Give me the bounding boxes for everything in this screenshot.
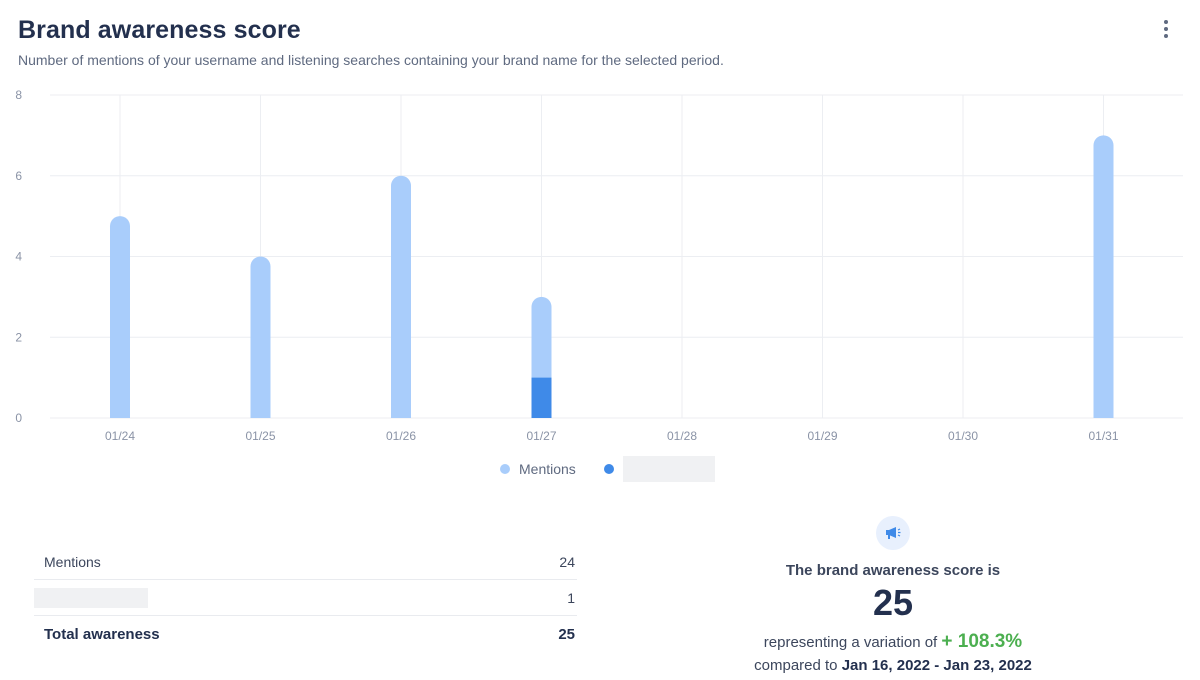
bar-secondary xyxy=(531,377,552,418)
table-row-redacted: 1 xyxy=(34,580,577,616)
chart-legend: Mentions xyxy=(0,456,1200,482)
redacted-legend-label xyxy=(623,456,715,482)
awareness-bar-chart: 0 2 4 6 8 01/24 01/25 01/26 01/27 01/28 01/29 01/30… xyxy=(15,88,1183,440)
summary-heading: The brand awareness score is xyxy=(785,562,1001,579)
variation-text: representing a variation of xyxy=(763,634,938,651)
legend-swatch-redacted xyxy=(604,464,614,474)
x-tick-label: 01/27 xyxy=(526,429,556,440)
y-tick-label: 0 xyxy=(15,411,22,425)
x-tick-label: 01/26 xyxy=(386,429,416,440)
awareness-summary: The brand awareness score is 25 represen… xyxy=(693,516,1093,674)
awareness-breakdown-table: Mentions 24 1 Total awareness 25 xyxy=(34,544,577,652)
comparison-period: Jan 16, 2022 - Jan 23, 2022 xyxy=(841,657,1032,674)
legend-swatch-mentions xyxy=(500,464,510,474)
y-tick-label: 6 xyxy=(15,169,22,183)
legend-item-mentions[interactable]: Mentions xyxy=(500,456,576,482)
x-tick-label: 01/28 xyxy=(667,429,697,440)
awareness-score-value: 25 xyxy=(872,582,914,623)
row-value: 24 xyxy=(559,553,575,570)
bar-mentions xyxy=(391,175,412,418)
x-tick-label: 01/24 xyxy=(105,429,135,440)
table-row-mentions: Mentions 24 xyxy=(34,544,577,580)
x-tick-label: 01/30 xyxy=(948,429,978,440)
y-tick-label: 4 xyxy=(15,250,22,264)
megaphone-icon xyxy=(876,516,910,550)
total-label: Total awareness xyxy=(44,625,160,643)
comparison-line: compared to Jan 16, 2022 - Jan 23, 2022 xyxy=(693,657,1093,674)
x-tick-label: 01/29 xyxy=(807,429,837,440)
bar-mentions xyxy=(1093,135,1114,418)
menu-dot xyxy=(1164,20,1168,24)
variation-line: representing a variation of + 108.3% xyxy=(693,631,1093,653)
bar-mentions xyxy=(110,216,130,418)
card-title: Brand awareness score xyxy=(18,16,301,44)
menu-dot xyxy=(1164,34,1168,38)
bar-mentions xyxy=(250,256,271,418)
variation-value: + 108.3% xyxy=(941,631,1023,652)
menu-dot xyxy=(1164,27,1168,31)
redacted-row-label xyxy=(34,587,148,608)
y-tick-label: 8 xyxy=(15,88,22,102)
table-row-total: Total awareness 25 xyxy=(34,616,577,652)
row-value: 1 xyxy=(567,589,575,606)
total-value: 25 xyxy=(558,625,575,643)
more-vertical-icon[interactable] xyxy=(1156,18,1176,40)
legend-label-mentions: Mentions xyxy=(519,461,576,477)
legend-item-redacted[interactable] xyxy=(604,456,715,482)
row-label: Mentions xyxy=(44,553,101,570)
y-tick-label: 2 xyxy=(15,330,22,344)
card-subtitle: Number of mentions of your username and … xyxy=(18,52,724,68)
compared-text: compared to xyxy=(754,657,838,674)
x-tick-label: 01/25 xyxy=(245,429,275,440)
x-tick-label: 01/31 xyxy=(1088,429,1118,440)
